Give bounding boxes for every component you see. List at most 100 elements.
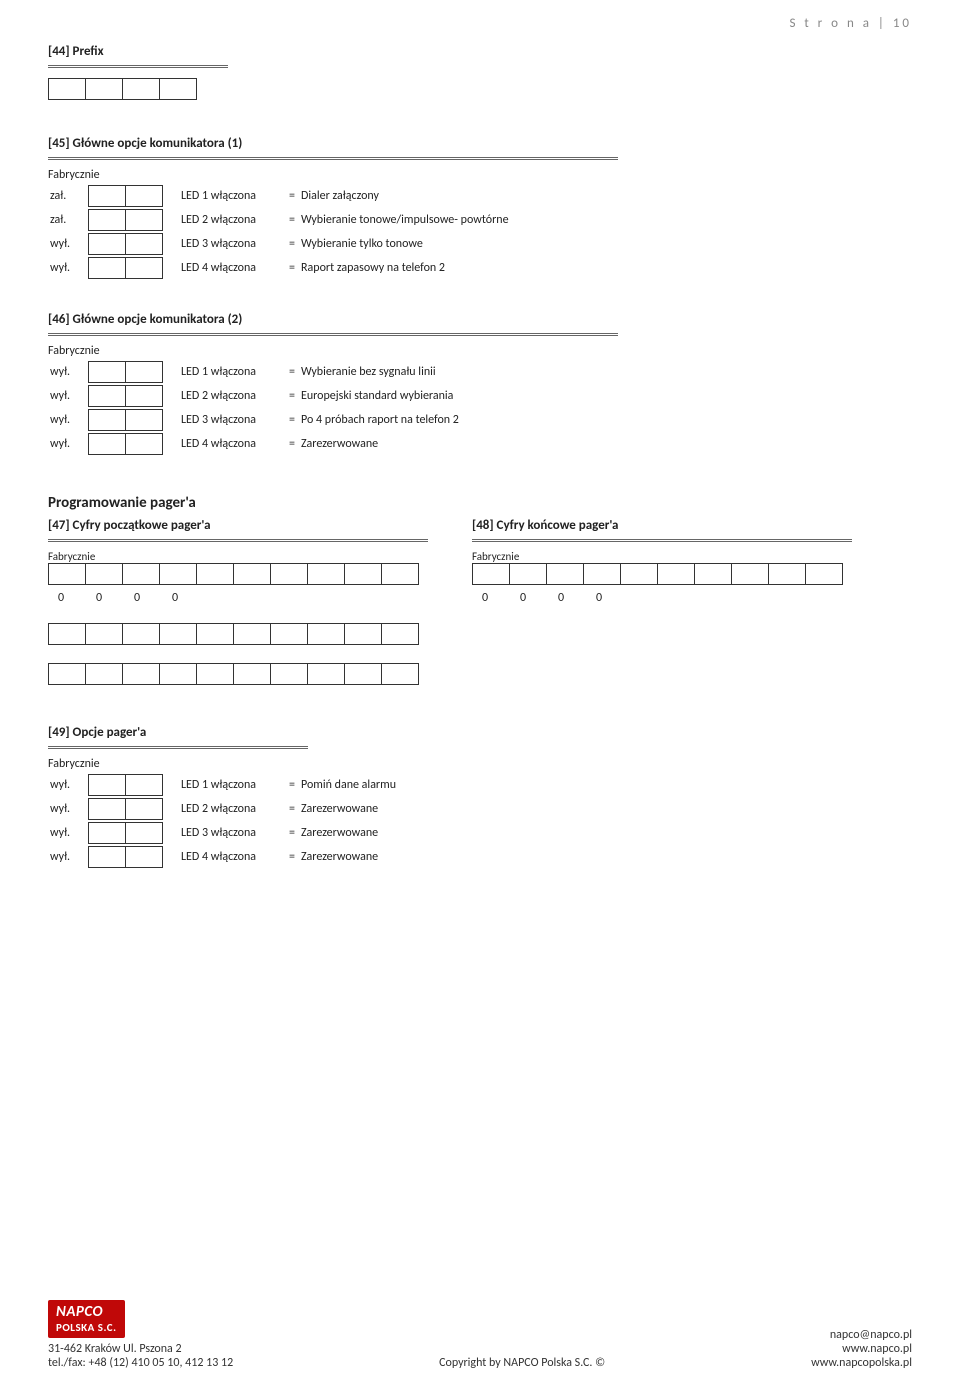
input-cell[interactable] xyxy=(159,78,197,100)
input-cell[interactable] xyxy=(88,798,126,820)
input-cell[interactable] xyxy=(125,798,163,820)
input-cell[interactable] xyxy=(88,822,126,844)
input-cell[interactable] xyxy=(233,623,271,645)
input-cell[interactable] xyxy=(122,663,160,685)
input-cell[interactable] xyxy=(88,209,126,231)
input-cell[interactable] xyxy=(88,433,126,455)
input-cell[interactable] xyxy=(48,663,86,685)
input-cell[interactable] xyxy=(125,209,163,231)
input-cell[interactable] xyxy=(583,563,621,585)
input-cell[interactable] xyxy=(48,563,86,585)
input-cell[interactable] xyxy=(85,663,123,685)
input-cell[interactable] xyxy=(88,846,126,868)
footer-addr2: tel./fax: +48 (12) 410 05 10, 412 13 12 xyxy=(48,1356,233,1370)
led-name: LED 4 włączona xyxy=(163,261,283,275)
input-cell[interactable] xyxy=(657,563,695,585)
input-cell[interactable] xyxy=(48,623,86,645)
section-49-table: wył.LED 1 włączona=Pomiń dane alarmuwył.… xyxy=(48,773,912,869)
input-cell[interactable] xyxy=(159,563,197,585)
input-cell[interactable] xyxy=(344,563,382,585)
input-cell[interactable] xyxy=(88,385,126,407)
input-cell[interactable] xyxy=(85,623,123,645)
led-name: LED 4 włączona xyxy=(163,850,283,864)
led-name: LED 1 włączona xyxy=(163,365,283,379)
led-state: wył. xyxy=(48,778,88,792)
input-cell[interactable] xyxy=(270,563,308,585)
extra-cells-row-1 xyxy=(48,623,428,645)
led-state: wył. xyxy=(48,850,88,864)
input-cell[interactable] xyxy=(731,563,769,585)
input-cell[interactable] xyxy=(125,233,163,255)
divider xyxy=(472,539,852,542)
input-cell[interactable] xyxy=(805,563,843,585)
led-equals: = xyxy=(283,213,301,227)
input-cell[interactable] xyxy=(125,822,163,844)
fabrycznie-label: Fabrycznie xyxy=(48,168,912,182)
input-cell[interactable] xyxy=(125,433,163,455)
input-cell[interactable] xyxy=(125,185,163,207)
input-cell[interactable] xyxy=(196,563,234,585)
input-cell[interactable] xyxy=(125,846,163,868)
led-row: wył.LED 3 włączona=Zarezerwowane xyxy=(48,821,912,845)
input-cell[interactable] xyxy=(122,78,160,100)
led-desc: Zarezerwowane xyxy=(301,850,378,864)
input-cell[interactable] xyxy=(307,563,345,585)
input-cell[interactable] xyxy=(381,623,419,645)
input-cell[interactable] xyxy=(88,257,126,279)
section-48-cells xyxy=(472,563,852,585)
input-cell[interactable] xyxy=(694,563,732,585)
input-cell[interactable] xyxy=(125,409,163,431)
input-cell[interactable] xyxy=(344,663,382,685)
input-cell[interactable] xyxy=(48,78,86,100)
input-cell[interactable] xyxy=(620,563,658,585)
input-cell[interactable] xyxy=(159,623,197,645)
input-cell[interactable] xyxy=(270,623,308,645)
section-48-nums: 0 0 0 0 xyxy=(472,591,852,605)
led-cells xyxy=(88,209,163,231)
input-cell[interactable] xyxy=(196,623,234,645)
input-cell[interactable] xyxy=(159,663,197,685)
input-cell[interactable] xyxy=(196,663,234,685)
fabrycznie-label: Fabrycznie xyxy=(48,757,912,771)
default-num: 0 xyxy=(124,591,162,605)
input-cell[interactable] xyxy=(381,663,419,685)
led-state: wył. xyxy=(48,413,88,427)
input-cell[interactable] xyxy=(233,563,271,585)
input-cell[interactable] xyxy=(270,663,308,685)
input-cell[interactable] xyxy=(88,361,126,383)
input-cell[interactable] xyxy=(125,361,163,383)
input-cell[interactable] xyxy=(472,563,510,585)
led-row: zał.LED 1 włączona=Dialer załączony xyxy=(48,184,912,208)
led-state: wył. xyxy=(48,237,88,251)
input-cell[interactable] xyxy=(88,409,126,431)
input-cell[interactable] xyxy=(122,563,160,585)
input-cell[interactable] xyxy=(125,385,163,407)
input-cell[interactable] xyxy=(509,563,547,585)
input-cell[interactable] xyxy=(125,257,163,279)
led-equals: = xyxy=(283,261,301,275)
input-cell[interactable] xyxy=(88,185,126,207)
input-cell[interactable] xyxy=(88,774,126,796)
input-cell[interactable] xyxy=(85,563,123,585)
input-cell[interactable] xyxy=(85,78,123,100)
input-cell[interactable] xyxy=(122,623,160,645)
divider xyxy=(48,539,428,542)
footer-url2: www.napcopolska.pl xyxy=(811,1356,912,1370)
led-equals: = xyxy=(283,437,301,451)
led-cells xyxy=(88,361,163,383)
input-cell[interactable] xyxy=(768,563,806,585)
input-cell[interactable] xyxy=(307,663,345,685)
input-cell[interactable] xyxy=(233,663,271,685)
input-cell[interactable] xyxy=(307,623,345,645)
page-num: | 10 xyxy=(878,16,912,31)
led-state: wył. xyxy=(48,826,88,840)
input-cell[interactable] xyxy=(381,563,419,585)
led-cells xyxy=(88,257,163,279)
input-cell[interactable] xyxy=(546,563,584,585)
input-cell[interactable] xyxy=(125,774,163,796)
led-equals: = xyxy=(283,189,301,203)
led-row: wył.LED 2 włączona=Europejski standard w… xyxy=(48,384,912,408)
input-cell[interactable] xyxy=(344,623,382,645)
default-num: 0 xyxy=(586,591,624,605)
input-cell[interactable] xyxy=(88,233,126,255)
